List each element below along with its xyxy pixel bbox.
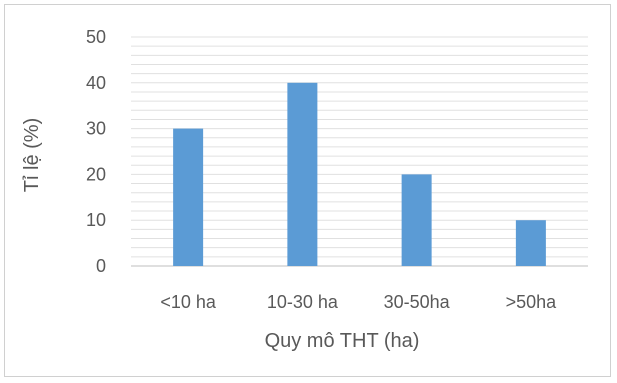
x-tick-label: 30-50ha [384, 292, 451, 312]
bars [173, 82, 546, 266]
y-tick-label: 20 [86, 164, 106, 184]
y-tick-label: 10 [86, 210, 106, 230]
bar-2 [401, 174, 432, 266]
x-tick-labels: <10 ha 10-30 ha 30-50ha >50ha [160, 292, 557, 312]
y-axis-title: Tỉ lệ (%) [21, 118, 43, 192]
x-tick-label: >50ha [506, 292, 558, 312]
x-tick-label: 10-30 ha [267, 292, 339, 312]
y-tick-label: 50 [86, 27, 106, 47]
y-tick-label: 40 [86, 73, 106, 93]
bar-1 [287, 82, 318, 266]
x-axis-title: Quy mô THT (ha) [265, 330, 420, 352]
bar-0 [173, 128, 204, 266]
chart-area: 0 10 20 30 40 50 <10 ha 10-30 ha 30-50ha >50ha T… [4, 4, 611, 377]
y-tick-label: 30 [86, 119, 106, 139]
bar-3 [515, 220, 546, 266]
bar-chart: 0 10 20 30 40 50 <10 ha 10-30 ha 30-50ha >50ha T… [21, 27, 588, 352]
gridlines [131, 36, 588, 267]
y-tick-label: 0 [96, 256, 106, 276]
y-tick-labels: 0 10 20 30 40 50 [86, 27, 106, 276]
x-tick-label: <10 ha [160, 292, 217, 312]
